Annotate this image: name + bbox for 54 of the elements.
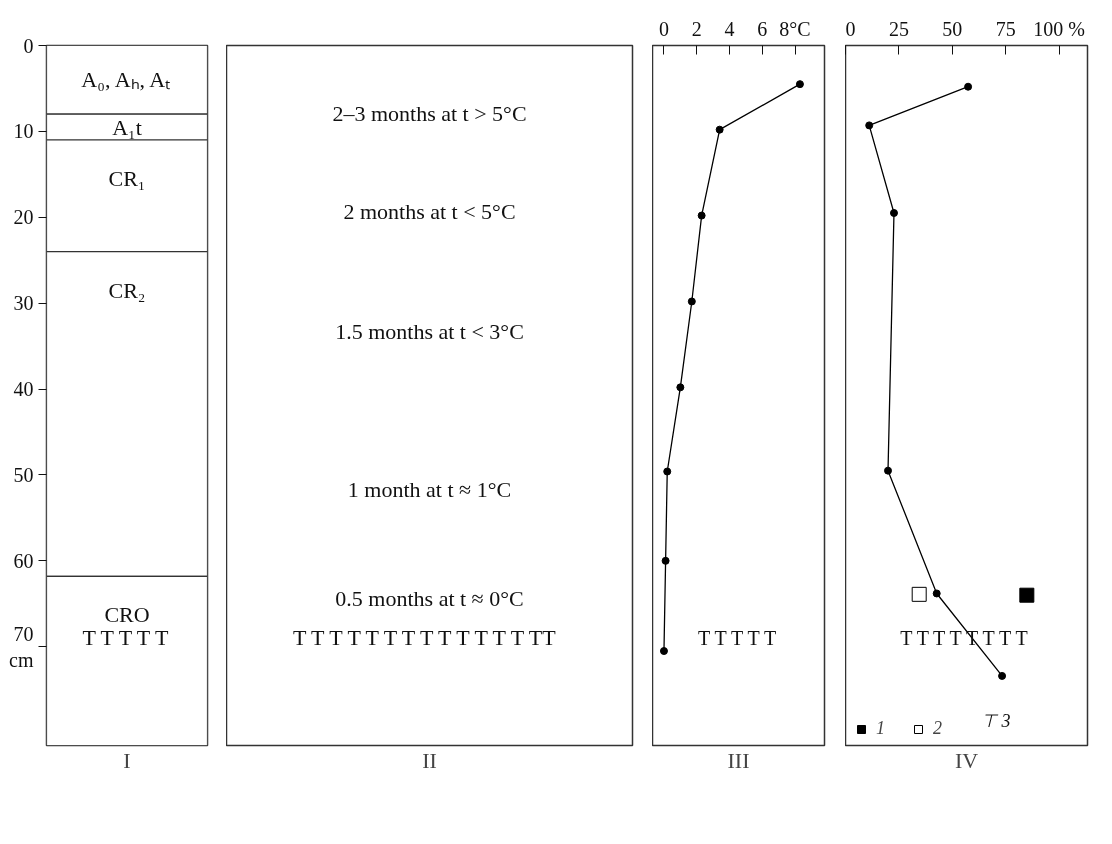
point [884,466,892,475]
x-axis-title: III [727,747,750,773]
x-axis-title: I [123,747,131,773]
text: 2 months at t < 5°C [343,198,516,224]
point [715,125,724,134]
x-tick-label: 75 [995,17,1016,40]
series-label: A₁t [112,114,142,140]
series-label: CR₁ [108,166,146,192]
y-tick-label: 0 [23,34,34,57]
x-tick-label: 0 [845,17,856,40]
annotation: T T T T T [697,626,777,649]
x-tick-label: 4 [724,17,735,40]
x-tick-label: 2 [691,17,702,40]
text: 2–3 months at t > 5°C [332,100,527,126]
annotation: ⊤ 3 [981,711,1011,731]
point [964,82,973,91]
point [676,383,685,392]
y-tick-label: 40 [13,378,34,401]
x-tick-label: 6 [757,17,768,40]
annotation: T T T T T [82,625,169,651]
x-axis-title: IV [954,747,979,773]
legend-label: 1 [876,718,886,739]
point [687,297,696,306]
series-label: A₀, Aₕ, Aₜ [81,67,171,93]
point [661,556,670,565]
point [659,647,668,656]
series-label: CR₂ [108,277,146,303]
point [889,208,898,217]
point [795,80,804,89]
x-tick-label: 0 [658,17,669,40]
point [1019,587,1035,603]
point [911,586,927,602]
y-tick-label: 30 [13,292,34,315]
x-tick-label: 25 [888,17,909,40]
text: T T T T T T T T T T T T T TT [292,625,557,651]
text: 1 month at t ≈ 1°C [347,476,512,502]
y-tick-label: 60 [13,549,34,572]
text: 1.5 months at t < 3°C [335,319,524,345]
point [663,467,672,476]
point [865,121,874,130]
point [932,589,941,598]
x-tick-label: 100 % [1033,17,1085,40]
series-label: CRO [104,602,150,628]
y-tick-label: 10 [13,120,34,143]
text: 0.5 months at t ≈ 0°C [335,586,524,611]
point [697,211,706,220]
y-tick-label: 50 [13,463,34,486]
text: II [422,747,437,773]
x-tick-label: 50 [942,17,963,40]
y-tick-label: 70 cm [9,622,34,671]
x-tick-label: 8°C [779,17,811,40]
point [998,671,1007,680]
y-tick-label: 20 [13,206,34,229]
legend-label: 2 [933,718,943,739]
